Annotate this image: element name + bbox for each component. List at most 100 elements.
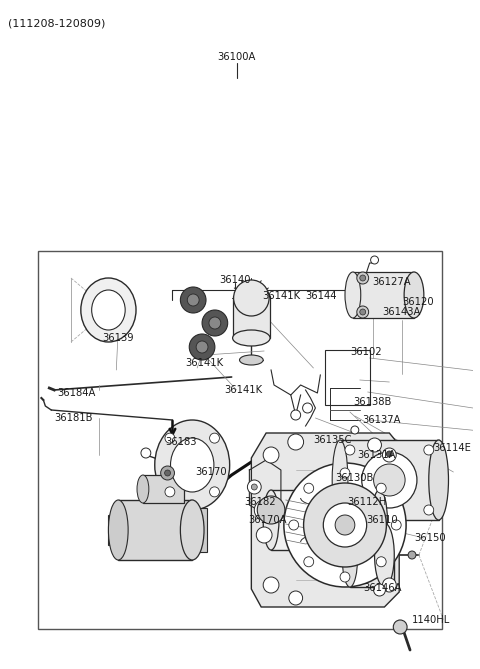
Ellipse shape <box>180 287 206 313</box>
Text: 36150: 36150 <box>414 533 445 543</box>
Ellipse shape <box>180 500 204 560</box>
Text: 36114E: 36114E <box>434 443 471 453</box>
Bar <box>118 500 192 560</box>
Text: 36183: 36183 <box>166 437 197 447</box>
Bar <box>38 251 443 629</box>
Text: 36120: 36120 <box>402 297 434 307</box>
Circle shape <box>254 500 274 520</box>
Circle shape <box>161 466 174 480</box>
Text: 36184A: 36184A <box>57 388 96 398</box>
Ellipse shape <box>374 523 394 587</box>
Circle shape <box>391 520 401 530</box>
Text: 36138B: 36138B <box>353 397 391 407</box>
Text: 36141K: 36141K <box>225 385 263 395</box>
Ellipse shape <box>372 490 387 550</box>
Text: 36182: 36182 <box>244 497 276 507</box>
Circle shape <box>373 584 385 596</box>
Circle shape <box>408 551 416 559</box>
Circle shape <box>165 487 175 497</box>
Circle shape <box>304 483 313 493</box>
Circle shape <box>210 433 219 443</box>
Ellipse shape <box>233 330 270 346</box>
Bar <box>353 272 414 318</box>
Circle shape <box>304 557 313 567</box>
Circle shape <box>424 445 434 455</box>
Ellipse shape <box>404 272 424 318</box>
Circle shape <box>345 445 355 455</box>
Ellipse shape <box>155 420 229 510</box>
Ellipse shape <box>209 317 221 329</box>
Text: 36102: 36102 <box>350 347 382 357</box>
Text: 36181B: 36181B <box>54 413 93 423</box>
Circle shape <box>165 470 170 476</box>
Circle shape <box>424 505 434 515</box>
Circle shape <box>257 496 285 524</box>
Text: 36135C: 36135C <box>313 435 352 445</box>
Text: 36143A: 36143A <box>383 307 421 317</box>
Bar <box>233 296 270 338</box>
Circle shape <box>263 447 279 463</box>
Text: 36137A: 36137A <box>363 415 401 425</box>
Text: 1140HL: 1140HL <box>412 615 450 625</box>
Circle shape <box>357 272 369 284</box>
Circle shape <box>357 306 369 318</box>
Circle shape <box>373 464 405 496</box>
Ellipse shape <box>429 440 448 520</box>
Text: 36170A: 36170A <box>248 515 287 525</box>
Circle shape <box>386 451 392 457</box>
Circle shape <box>345 505 355 515</box>
Bar <box>340 440 439 520</box>
Circle shape <box>362 452 417 508</box>
Ellipse shape <box>196 341 208 353</box>
Ellipse shape <box>263 490 279 550</box>
Text: 36110: 36110 <box>367 515 398 525</box>
Circle shape <box>165 433 175 443</box>
Circle shape <box>302 403 312 413</box>
Text: 36144: 36144 <box>306 291 337 301</box>
Text: 36112H: 36112H <box>347 497 386 507</box>
Text: 36131A: 36131A <box>357 450 396 460</box>
Circle shape <box>284 463 406 587</box>
Text: 36146A: 36146A <box>363 583 402 593</box>
Ellipse shape <box>240 355 263 365</box>
Circle shape <box>360 275 366 281</box>
Text: 36140: 36140 <box>219 275 251 285</box>
Circle shape <box>247 480 261 494</box>
Ellipse shape <box>81 278 136 342</box>
Bar <box>189 508 207 552</box>
Ellipse shape <box>92 290 125 330</box>
Text: 36130B: 36130B <box>335 473 373 483</box>
Circle shape <box>324 503 367 547</box>
Ellipse shape <box>332 440 348 520</box>
Bar <box>271 490 380 550</box>
Circle shape <box>289 520 299 530</box>
Circle shape <box>252 484 257 490</box>
Text: 36100A: 36100A <box>217 52 256 62</box>
Circle shape <box>393 620 407 634</box>
Circle shape <box>256 527 272 543</box>
Circle shape <box>376 483 386 493</box>
Text: 36139: 36139 <box>103 333 134 343</box>
Circle shape <box>368 438 382 452</box>
Circle shape <box>383 578 396 592</box>
Bar <box>108 515 120 545</box>
Ellipse shape <box>234 280 269 316</box>
Ellipse shape <box>170 438 214 492</box>
Bar <box>350 523 394 587</box>
Text: 36127A: 36127A <box>372 277 411 287</box>
Ellipse shape <box>108 500 128 560</box>
Circle shape <box>383 448 396 462</box>
Circle shape <box>376 557 386 567</box>
Circle shape <box>340 572 350 582</box>
Circle shape <box>210 487 219 497</box>
Circle shape <box>335 515 355 535</box>
Circle shape <box>351 426 359 434</box>
Circle shape <box>291 410 300 420</box>
Ellipse shape <box>345 272 361 318</box>
Bar <box>143 475 184 503</box>
Ellipse shape <box>187 294 199 306</box>
Text: 36141K: 36141K <box>262 291 300 301</box>
Polygon shape <box>252 433 399 607</box>
Circle shape <box>289 591 302 605</box>
Circle shape <box>360 309 366 315</box>
